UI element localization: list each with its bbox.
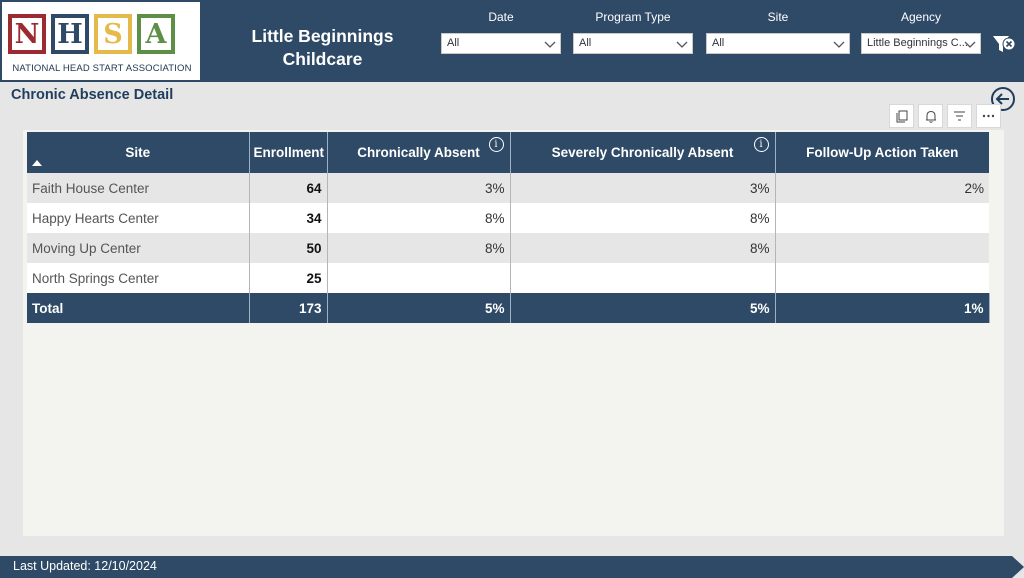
logo-caption: NATIONAL HEAD START ASSOCIATION: [12, 63, 192, 74]
footer-bar: Last Updated: 12/10/2024: [0, 556, 1024, 578]
cell-total-chronically-absent: 5%: [327, 293, 511, 323]
filter-date: Date All: [441, 10, 561, 54]
column-header-enrollment[interactable]: Enrollment: [249, 132, 328, 173]
cell-site: Faith House Center: [27, 173, 250, 203]
cell-total-enrollment: 173: [249, 293, 328, 323]
table-row[interactable]: Moving Up Center 50 8% 8%: [27, 233, 989, 263]
logo-block-h: H: [51, 14, 89, 54]
table-row[interactable]: Happy Hearts Center 34 8% 8%: [27, 203, 989, 233]
cell-site: Happy Hearts Center: [27, 203, 250, 233]
info-icon[interactable]: i: [488, 137, 504, 152]
filter-date-dropdown[interactable]: All: [441, 33, 561, 54]
cell-site: North Springs Center: [27, 263, 250, 293]
column-header-site[interactable]: Site: [27, 132, 250, 173]
cell-enrollment: 50: [249, 233, 328, 263]
column-header-follow-up-action-label: Follow-Up Action Taken: [806, 145, 959, 160]
alert-button[interactable]: [918, 104, 943, 128]
cell-enrollment: 25: [249, 263, 328, 293]
filter-site-value: All: [712, 37, 725, 49]
cell-chronically-absent: 3%: [327, 173, 511, 203]
cell-enrollment: 34: [249, 203, 328, 233]
chevron-down-icon: [676, 41, 688, 48]
filter-visual-button[interactable]: [947, 104, 972, 128]
table-row[interactable]: North Springs Center 25: [27, 263, 989, 293]
chronic-absence-table: Site Enrollment Chronically Absent i Sev…: [27, 132, 990, 323]
cell-follow-up-action: [775, 263, 989, 293]
filter-program-type-label: Program Type: [595, 10, 671, 24]
column-header-chronically-absent[interactable]: Chronically Absent i: [327, 132, 511, 173]
filter-date-value: All: [447, 37, 460, 49]
chevron-down-icon: [544, 41, 556, 48]
column-header-severely-chronically-absent-label: Severely Chronically Absent: [551, 145, 734, 160]
cell-follow-up-action: [775, 203, 989, 233]
cell-follow-up-action: 2%: [775, 173, 989, 203]
last-updated-text: Last Updated: 12/10/2024: [13, 559, 157, 573]
sort-ascending-icon: [32, 160, 42, 166]
cell-chronically-absent: 8%: [327, 233, 511, 263]
filter-program-type-value: All: [579, 37, 592, 49]
filter-site-label: Site: [767, 10, 789, 24]
footer-banner-shape: [0, 556, 1024, 578]
filter-site-dropdown[interactable]: All: [706, 33, 850, 54]
visual-toolbar: [889, 104, 1001, 128]
column-header-site-label: Site: [125, 145, 151, 160]
filter-agency-value: Little Beginnings C...: [867, 37, 968, 49]
bell-icon: [925, 110, 936, 123]
chevron-down-icon: [964, 41, 976, 48]
cell-severely-chronically-absent: 8%: [510, 233, 776, 263]
chevron-down-icon: [833, 41, 845, 48]
cell-enrollment: 64: [249, 173, 328, 203]
logo-block-s: S: [94, 14, 132, 54]
table-row[interactable]: Faith House Center 64 3% 3% 2%: [27, 173, 989, 203]
section-title: Chronic Absence Detail: [11, 87, 174, 103]
cell-chronically-absent: [327, 263, 511, 293]
info-icon[interactable]: i: [753, 137, 769, 152]
filter-site: Site All: [706, 10, 850, 54]
copy-icon: [896, 110, 907, 122]
header-bar: N H S A NATIONAL HEAD START ASSOCIATION …: [0, 0, 1024, 82]
cell-site: Moving Up Center: [27, 233, 250, 263]
cell-severely-chronically-absent: 3%: [510, 173, 776, 203]
logo-block-a: A: [137, 14, 175, 54]
app-title: Little Beginnings Childcare: [251, 26, 394, 69]
column-header-chronically-absent-label: Chronically Absent: [357, 145, 480, 160]
filter-clear-icon[interactable]: [991, 32, 1017, 56]
table-header-row: Site Enrollment Chronically Absent i Sev…: [27, 132, 989, 173]
cell-chronically-absent: 8%: [327, 203, 511, 233]
filter-icon: [954, 111, 965, 121]
filter-program-type-dropdown[interactable]: All: [573, 33, 693, 54]
cell-severely-chronically-absent: 8%: [510, 203, 776, 233]
column-header-enrollment-label: Enrollment: [253, 145, 325, 160]
cell-total-severely-chronically-absent: 5%: [510, 293, 776, 323]
cell-total-follow-up-action: 1%: [775, 293, 990, 323]
logo-block-n: N: [8, 14, 46, 54]
filter-agency-dropdown[interactable]: Little Beginnings C...: [861, 33, 981, 54]
more-icon: [982, 114, 995, 118]
filter-agency-label: Agency: [900, 10, 942, 24]
column-header-follow-up-action[interactable]: Follow-Up Action Taken: [775, 132, 989, 173]
copy-visual-button[interactable]: [889, 104, 914, 128]
nhsa-logo: N H S A NATIONAL HEAD START ASSOCIATION: [2, 2, 200, 80]
cell-severely-chronically-absent: [510, 263, 776, 293]
table-total-row: Total 173 5% 5% 1%: [27, 293, 990, 323]
filter-program-type: Program Type All: [573, 10, 693, 54]
more-options-button[interactable]: [976, 104, 1001, 128]
filter-date-label: Date: [488, 10, 514, 24]
column-header-severely-chronically-absent[interactable]: Severely Chronically Absent i: [510, 132, 776, 173]
cell-total-label: Total: [27, 293, 250, 323]
filter-agency: Agency Little Beginnings C...: [861, 10, 981, 54]
cell-follow-up-action: [775, 233, 989, 263]
back-arrow-icon[interactable]: [990, 86, 1016, 112]
